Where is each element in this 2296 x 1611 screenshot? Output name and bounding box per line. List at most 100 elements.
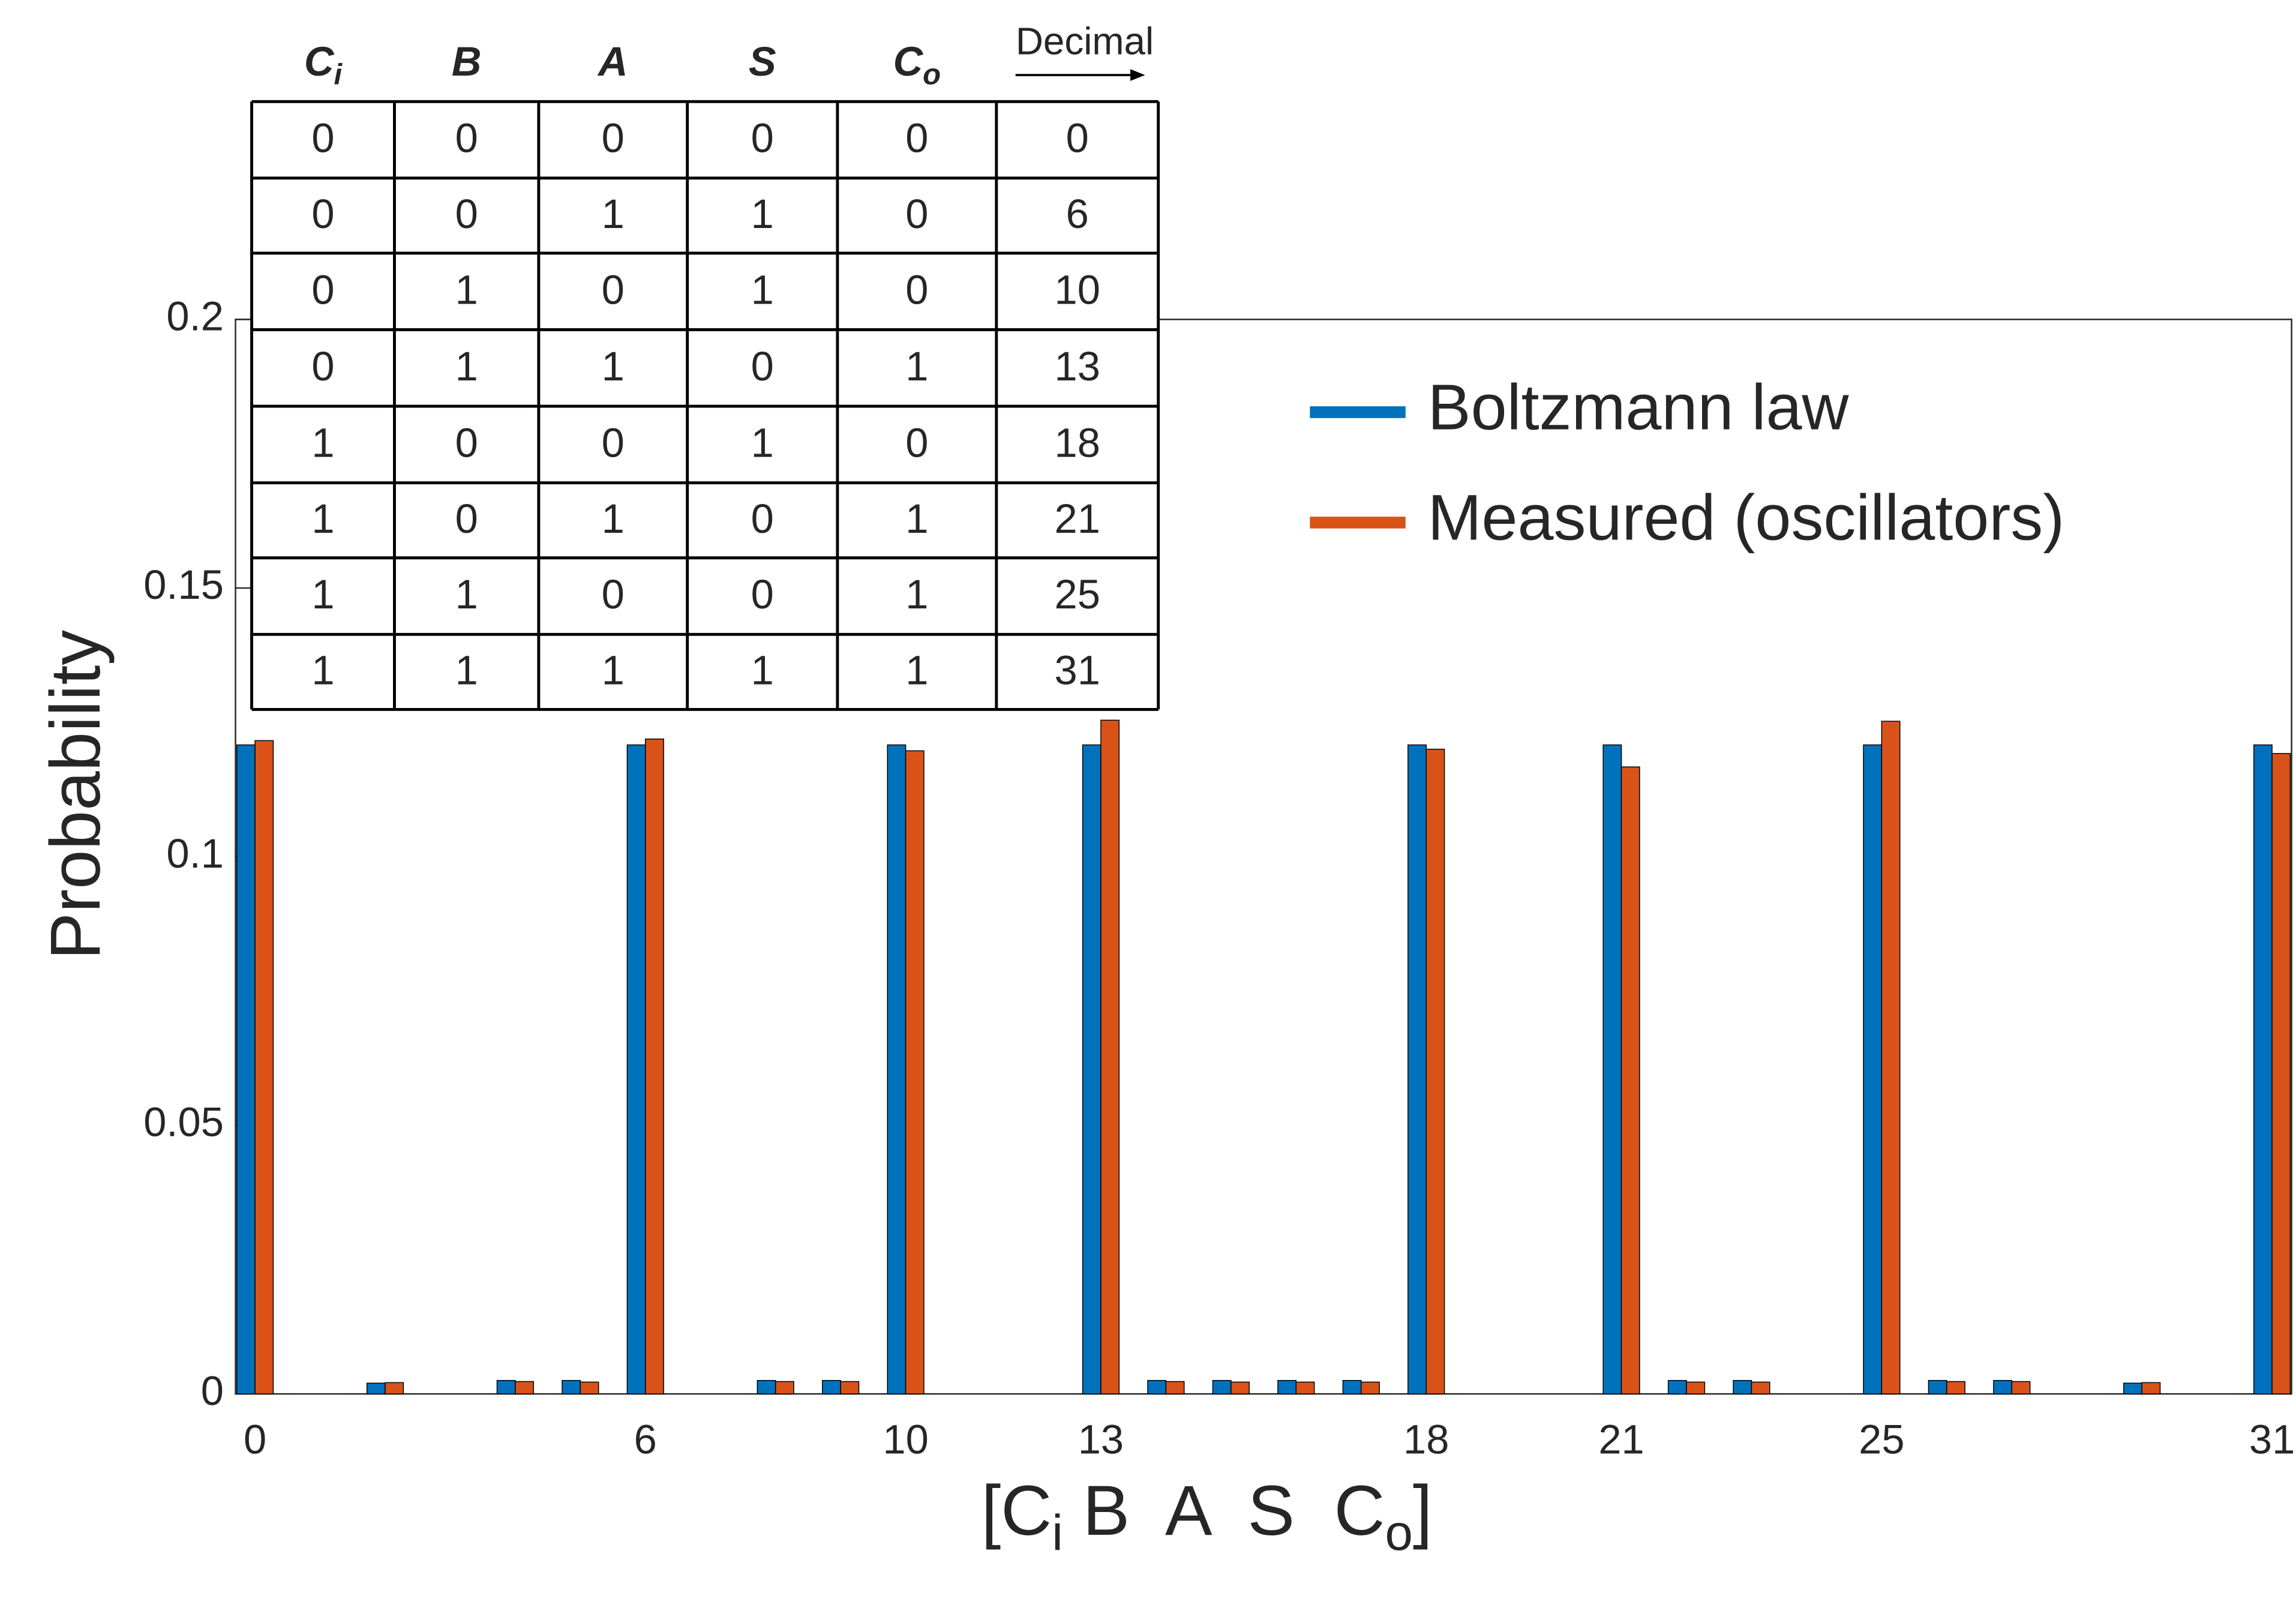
- bar: [626, 744, 646, 1394]
- bar: [1295, 1381, 1315, 1394]
- y-axis-label: Probability: [35, 630, 115, 960]
- x-tick-label: 21: [1598, 1416, 1644, 1462]
- table-cell: 0: [751, 115, 774, 161]
- table-cell: 0: [602, 115, 625, 161]
- table-cell: 0: [751, 571, 774, 617]
- bar: [385, 1382, 404, 1394]
- bar: [1165, 1381, 1185, 1394]
- table-cell: 1: [602, 191, 625, 237]
- y-tick-label: 0.2: [166, 293, 223, 339]
- table-cell: 0: [311, 266, 334, 313]
- legend-label: Measured (oscillators): [1428, 481, 2065, 553]
- bar: [366, 1382, 386, 1394]
- y-tick-label: 0.15: [143, 562, 224, 608]
- bar: [2011, 1381, 2031, 1394]
- x-tick-label: 18: [1403, 1416, 1449, 1462]
- table-cell: 1: [602, 496, 625, 542]
- table-cell: 1: [602, 647, 625, 693]
- bar: [1082, 744, 1102, 1394]
- bar: [580, 1381, 599, 1394]
- bar: [1667, 1380, 1687, 1394]
- bar: [1100, 719, 1120, 1394]
- table-cell: 1: [905, 343, 928, 389]
- table-cell: 0: [602, 266, 625, 313]
- table-cell: 1: [751, 191, 774, 237]
- bar: [515, 1381, 534, 1394]
- table-cell: 0: [1066, 115, 1089, 161]
- y-tick-label: 0: [201, 1367, 224, 1414]
- bar: [887, 744, 907, 1394]
- bar: [645, 738, 664, 1394]
- x-tick-label: 10: [883, 1416, 928, 1462]
- table-cell: 21: [1055, 496, 1100, 542]
- table-cell: 1: [905, 496, 928, 542]
- table-header: Ci: [304, 38, 343, 91]
- x-label-part: B A S C: [1063, 1471, 1385, 1550]
- bar: [1863, 744, 1883, 1394]
- x-axis-label: [Ci B A S Co]: [982, 1471, 1433, 1561]
- table-cell: 0: [905, 266, 928, 313]
- table-cell: 1: [751, 419, 774, 466]
- table-cell: 0: [602, 419, 625, 466]
- x-tick-label: 6: [634, 1416, 657, 1462]
- table-cell: 1: [455, 571, 478, 617]
- header-arrowhead: [1130, 69, 1145, 81]
- bar: [1751, 1381, 1770, 1394]
- bar: [562, 1380, 581, 1394]
- table-cell: 0: [311, 343, 334, 389]
- table-cell: 25: [1055, 571, 1100, 617]
- table-header: S: [749, 38, 776, 85]
- table-cell: 6: [1066, 191, 1089, 237]
- header-sub: o: [923, 59, 941, 91]
- bar: [1407, 744, 1427, 1394]
- x-label-sub: o: [1385, 1505, 1413, 1561]
- bar: [2123, 1382, 2142, 1394]
- x-tick-label: 0: [244, 1416, 266, 1462]
- table-header: Co: [893, 38, 941, 91]
- bar: [1230, 1381, 1250, 1394]
- table-cell: 1: [455, 343, 478, 389]
- header-main: C: [893, 38, 924, 85]
- header-main: C: [304, 38, 335, 85]
- table-cell: 0: [602, 571, 625, 617]
- table-cell: 0: [905, 191, 928, 237]
- bar: [775, 1381, 794, 1394]
- table-cell: 1: [455, 266, 478, 313]
- bar: [1602, 744, 1622, 1394]
- legend-label: Boltzmann law: [1428, 370, 1850, 443]
- bar: [1881, 721, 1901, 1394]
- table-cell: 1: [602, 343, 625, 389]
- table-cell: 0: [455, 496, 478, 542]
- table-cell: 1: [751, 647, 774, 693]
- bar: [1928, 1380, 1947, 1394]
- x-tick-label: 31: [2249, 1416, 2295, 1462]
- table-cell: 0: [455, 191, 478, 237]
- bar: [1277, 1380, 1297, 1394]
- bar: [2141, 1382, 2161, 1394]
- bar: [757, 1380, 776, 1394]
- bar: [496, 1380, 516, 1394]
- table-cell: 10: [1055, 266, 1100, 313]
- header-sub: i: [334, 59, 343, 91]
- bar: [905, 750, 925, 1394]
- x-tick-label: 25: [1859, 1416, 1904, 1462]
- table-cell: 1: [311, 419, 334, 466]
- table-cell: 0: [751, 343, 774, 389]
- bar: [1147, 1380, 1167, 1394]
- table-cell: 18: [1055, 419, 1100, 466]
- bar: [1733, 1380, 1752, 1394]
- table-header: B: [452, 38, 482, 85]
- bar: [1342, 1380, 1362, 1394]
- bar: [2253, 744, 2273, 1394]
- bar: [1620, 766, 1640, 1394]
- bar: [1212, 1380, 1232, 1394]
- table-cell: 1: [905, 647, 928, 693]
- x-label-sub: i: [1052, 1505, 1063, 1561]
- y-tick-label: 0.1: [166, 830, 223, 877]
- bar: [1946, 1381, 1965, 1394]
- bar: [1425, 748, 1445, 1394]
- table-cell: 1: [311, 496, 334, 542]
- y-tick-label: 0.05: [143, 1099, 224, 1145]
- table-cell: 0: [905, 419, 928, 466]
